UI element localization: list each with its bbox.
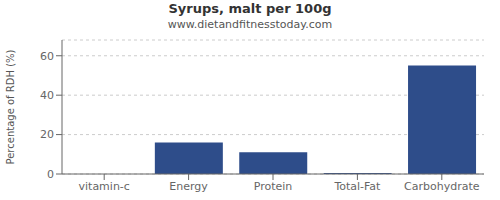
svg-text:vitamin-c: vitamin-c xyxy=(79,180,130,193)
svg-text:0: 0 xyxy=(47,168,54,181)
svg-text:Energy: Energy xyxy=(169,180,208,193)
svg-text:20: 20 xyxy=(40,128,54,141)
svg-text:Protein: Protein xyxy=(254,180,293,193)
svg-text:60: 60 xyxy=(40,50,54,63)
html-text:Syrups, malt per 100g: Syrups, malt per 100g xyxy=(168,1,332,16)
svg-text:Percentage of RDH (%): Percentage of RDH (%) xyxy=(8,49,16,164)
svg-text:40: 40 xyxy=(40,89,54,102)
svg-text:Carbohydrate: Carbohydrate xyxy=(404,180,480,193)
svg-text:Total-Fat: Total-Fat xyxy=(333,180,381,193)
html-text:www.dietandfitnesstoday.com: www.dietandfitnesstoday.com xyxy=(167,18,333,31)
